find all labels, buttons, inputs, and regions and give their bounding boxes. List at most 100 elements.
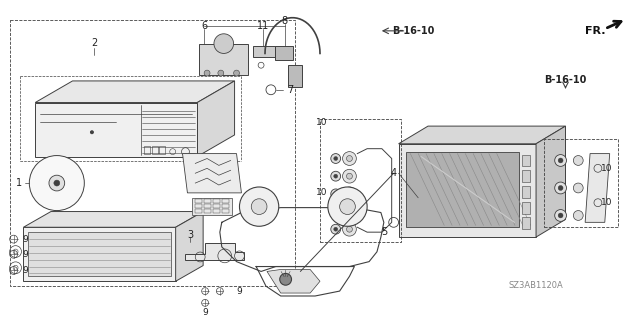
Circle shape <box>346 226 353 232</box>
Circle shape <box>331 224 340 234</box>
Circle shape <box>555 155 566 167</box>
Circle shape <box>252 199 267 214</box>
Bar <box>193 198 232 215</box>
Text: 2: 2 <box>91 38 97 48</box>
Circle shape <box>340 199 355 214</box>
Bar <box>144 146 150 154</box>
Text: 7: 7 <box>287 85 294 95</box>
Bar <box>213 204 220 208</box>
Circle shape <box>558 213 563 218</box>
Circle shape <box>218 70 224 76</box>
Circle shape <box>555 210 566 221</box>
Bar <box>159 146 165 154</box>
Circle shape <box>239 187 279 226</box>
Text: B-16-10: B-16-10 <box>392 26 435 36</box>
Polygon shape <box>197 81 235 157</box>
Polygon shape <box>406 152 519 227</box>
Polygon shape <box>24 211 203 227</box>
Circle shape <box>558 158 563 163</box>
Text: 9: 9 <box>22 250 28 259</box>
Circle shape <box>204 70 210 76</box>
Circle shape <box>558 186 563 190</box>
Bar <box>222 209 228 212</box>
Polygon shape <box>35 102 197 157</box>
Polygon shape <box>399 144 536 237</box>
Text: 10: 10 <box>316 118 328 127</box>
Polygon shape <box>267 270 320 293</box>
Text: 9: 9 <box>202 308 208 317</box>
Text: 6: 6 <box>201 21 207 31</box>
Bar <box>522 202 530 213</box>
Circle shape <box>573 156 583 165</box>
Bar <box>204 204 211 208</box>
Circle shape <box>346 173 353 179</box>
Polygon shape <box>175 211 203 281</box>
Bar <box>253 46 275 57</box>
Circle shape <box>331 207 340 217</box>
Circle shape <box>331 189 340 199</box>
Bar <box>204 199 211 203</box>
Bar <box>275 46 292 60</box>
Text: 9: 9 <box>22 266 28 275</box>
Circle shape <box>234 70 239 76</box>
Circle shape <box>342 187 356 201</box>
Text: 5: 5 <box>381 227 387 237</box>
Bar <box>522 186 530 198</box>
Text: 9: 9 <box>22 235 28 244</box>
Circle shape <box>54 180 60 186</box>
Circle shape <box>342 169 356 183</box>
Polygon shape <box>186 243 244 260</box>
Circle shape <box>29 156 84 211</box>
Bar <box>522 155 530 167</box>
Text: 9: 9 <box>237 286 243 296</box>
Text: 10: 10 <box>601 164 612 173</box>
Bar <box>320 119 401 242</box>
Text: 3: 3 <box>188 230 193 240</box>
Circle shape <box>573 183 583 193</box>
Circle shape <box>333 227 338 231</box>
Bar <box>222 204 228 208</box>
Text: 10: 10 <box>316 189 328 197</box>
Circle shape <box>280 273 292 285</box>
Circle shape <box>333 174 338 178</box>
Polygon shape <box>585 154 610 222</box>
Circle shape <box>333 210 338 213</box>
Circle shape <box>555 182 566 194</box>
Polygon shape <box>24 227 175 281</box>
Bar <box>522 218 530 229</box>
Bar <box>199 44 248 75</box>
Polygon shape <box>536 126 566 237</box>
Circle shape <box>346 191 353 197</box>
Circle shape <box>331 154 340 163</box>
Text: SZ3AB1120A: SZ3AB1120A <box>509 281 563 290</box>
Bar <box>213 209 220 212</box>
Text: FR.: FR. <box>585 26 605 36</box>
Circle shape <box>333 192 338 196</box>
Circle shape <box>342 222 356 236</box>
Bar <box>222 199 228 203</box>
Text: 11: 11 <box>257 21 269 31</box>
Circle shape <box>333 157 338 160</box>
Bar <box>287 65 302 87</box>
Circle shape <box>346 209 353 214</box>
Circle shape <box>573 211 583 220</box>
Circle shape <box>328 187 367 226</box>
Polygon shape <box>35 81 235 102</box>
Bar <box>152 146 157 154</box>
Bar <box>213 199 220 203</box>
Circle shape <box>49 175 65 191</box>
Bar <box>195 204 202 208</box>
Circle shape <box>342 152 356 165</box>
Bar <box>544 139 618 227</box>
Text: B-16-10: B-16-10 <box>544 75 587 85</box>
Bar <box>522 170 530 182</box>
Circle shape <box>214 34 234 54</box>
Circle shape <box>331 171 340 181</box>
Circle shape <box>342 205 356 219</box>
Text: 8: 8 <box>282 16 288 26</box>
Text: 10: 10 <box>601 198 612 207</box>
Circle shape <box>346 156 353 161</box>
Text: 4: 4 <box>390 168 397 178</box>
Bar <box>195 209 202 212</box>
Text: 1: 1 <box>15 178 22 188</box>
